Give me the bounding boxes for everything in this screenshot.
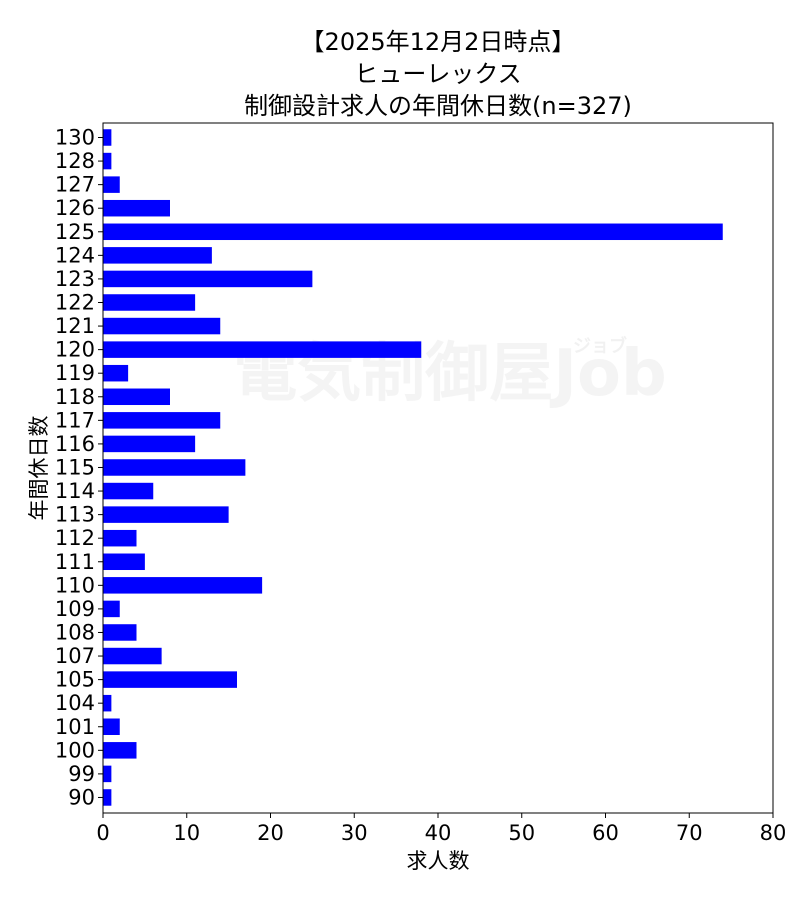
bar-121 [103,317,221,335]
bar-108 [103,624,137,641]
bar-101 [103,718,120,735]
bar-100 [103,742,137,759]
bar-117 [103,412,221,429]
bar-113 [103,506,229,523]
bar-107 [103,647,162,665]
y-tick-label-90: 90 [68,785,95,809]
y-tick-label-113: 113 [55,503,95,527]
watermark-small-text: ジョブ [573,335,627,357]
chart-title-line-1: 【2025年12月2日時点】 [301,28,576,56]
y-tick-label-109: 109 [55,597,95,621]
x-tick-label-40: 40 [425,821,452,845]
bar-105 [103,671,237,688]
y-tick-label-101: 101 [55,715,95,739]
bar-127 [103,176,120,193]
y-tick-label-119: 119 [55,361,95,385]
x-tick-label-50: 50 [508,821,535,845]
y-tick-label-128: 128 [55,149,95,173]
bar-124 [103,247,212,264]
chart-title-line-3: 制御設計求人の年間休日数(n=327) [244,92,632,120]
x-axis-label: 求人数 [407,849,470,873]
y-tick-label-127: 127 [55,173,95,197]
bar-115 [103,459,246,476]
x-tick-label-80: 80 [760,821,787,845]
y-tick-label-108: 108 [55,620,95,644]
bar-122 [103,294,196,311]
bar-99 [103,765,112,783]
y-tick-label-104: 104 [55,691,95,715]
y-tick-label-123: 123 [55,267,95,291]
plot-frame [102,122,774,814]
bar-112 [103,529,137,547]
y-tick-labels: 1301281271261251241231221211201191181171… [55,126,103,809]
bar-126 [103,199,170,217]
bar-104 [103,694,112,712]
bar-118 [103,388,170,406]
y-tick-label-107: 107 [55,644,95,668]
bar-110 [103,577,263,594]
bar-128 [103,152,112,170]
bar-111 [103,553,145,571]
bar-123 [103,270,313,288]
x-tick-label-10: 10 [173,821,200,845]
x-tick-label-0: 0 [96,821,109,845]
y-tick-label-100: 100 [55,738,95,762]
y-tick-label-117: 117 [55,408,95,432]
y-tick-label-110: 110 [55,573,95,597]
y-tick-label-124: 124 [55,243,95,267]
y-tick-label-105: 105 [55,668,95,692]
y-tick-label-126: 126 [55,196,95,220]
x-tick-label-20: 20 [257,821,284,845]
y-tick-label-116: 116 [55,432,95,456]
chart-title-line-2: ヒューレックス [354,60,521,88]
y-tick-label-121: 121 [55,314,95,338]
y-tick-label-99: 99 [68,762,95,786]
y-tick-label-130: 130 [55,126,95,150]
y-tick-label-111: 111 [55,550,95,574]
bar-116 [103,435,196,453]
x-tick-label-30: 30 [341,821,368,845]
bar-130 [103,129,112,146]
bar-109 [103,600,120,618]
y-tick-label-115: 115 [55,455,95,479]
bar-125 [103,223,723,241]
bars [103,129,723,806]
bar-90 [103,789,112,806]
y-tick-label-122: 122 [55,290,95,314]
y-tick-label-112: 112 [55,526,95,550]
bar-120 [103,341,422,358]
y-axis-label: 年間休日数 [27,416,51,521]
x-tick-labels: 0 10 20 30 40 50 60 70 80 [96,813,786,845]
y-tick-label-118: 118 [55,385,95,409]
bar-114 [103,482,154,500]
x-tick-label-60: 60 [592,821,619,845]
y-tick-label-114: 114 [55,479,95,503]
y-tick-label-120: 120 [55,338,95,362]
y-tick-label-125: 125 [55,220,95,244]
bar-119 [103,364,129,382]
x-tick-label-70: 70 [676,821,703,845]
